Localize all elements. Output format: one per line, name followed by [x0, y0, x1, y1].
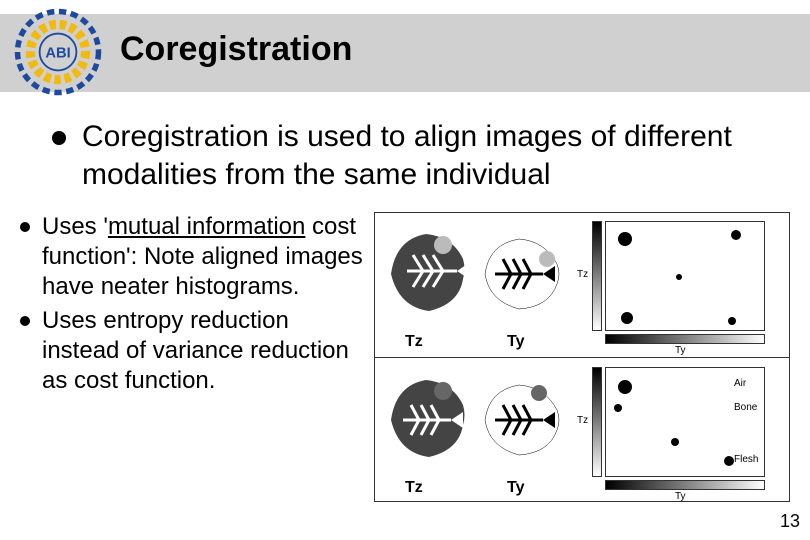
- ty-label-2: Ty: [507, 479, 524, 497]
- ty-label-1: Ty: [507, 333, 524, 351]
- page-number: 13: [780, 511, 800, 532]
- bullet-dot: [20, 316, 30, 326]
- axis-ty-2: Ty: [675, 491, 686, 502]
- main-bullet: Coregistration is used to align images o…: [52, 118, 782, 193]
- main-bullet-text: Coregistration is used to align images o…: [82, 118, 782, 193]
- gradient-h-1: [605, 334, 765, 344]
- sub-bullet-1: Uses 'mutual information cost function':…: [20, 212, 370, 302]
- fish-ty-aligned: [477, 365, 567, 475]
- fish-tz-misaligned: [381, 219, 471, 329]
- coregistration-figure: Tz Ty Tz Ty: [374, 212, 790, 502]
- gradient-v-1: [592, 221, 602, 331]
- axis-tz-2: Tz: [577, 415, 588, 426]
- gradient-h-2: [605, 480, 765, 490]
- tz-label-1: Tz: [405, 333, 423, 351]
- svg-text:ABI: ABI: [45, 46, 70, 62]
- sub-bullet-2: Uses entropy reduction instead of varian…: [20, 306, 370, 396]
- scatter-aligned: Air Bone Flesh: [605, 367, 765, 477]
- abi-logo: ABI: [12, 6, 104, 98]
- scatter-misaligned: [605, 221, 765, 331]
- label-bone: Bone: [734, 402, 757, 413]
- sub-bullets: Uses 'mutual information cost function':…: [20, 212, 370, 400]
- axis-ty-1: Ty: [675, 345, 686, 356]
- label-air: Air: [734, 378, 746, 389]
- fish-ty-misaligned: [477, 219, 567, 329]
- fish-tz-aligned: [381, 365, 471, 475]
- gradient-v-2: [592, 367, 602, 477]
- slide-title: Coregistration: [120, 30, 352, 69]
- bullet-dot: [52, 131, 66, 145]
- tz-label-2: Tz: [405, 479, 423, 497]
- label-flesh: Flesh: [734, 454, 758, 465]
- sub-bullet-text: Uses entropy reduction instead of varian…: [42, 306, 370, 396]
- bullet-dot: [20, 222, 30, 232]
- sub-bullet-text: Uses 'mutual information cost function':…: [42, 212, 370, 302]
- axis-tz-1: Tz: [577, 269, 588, 280]
